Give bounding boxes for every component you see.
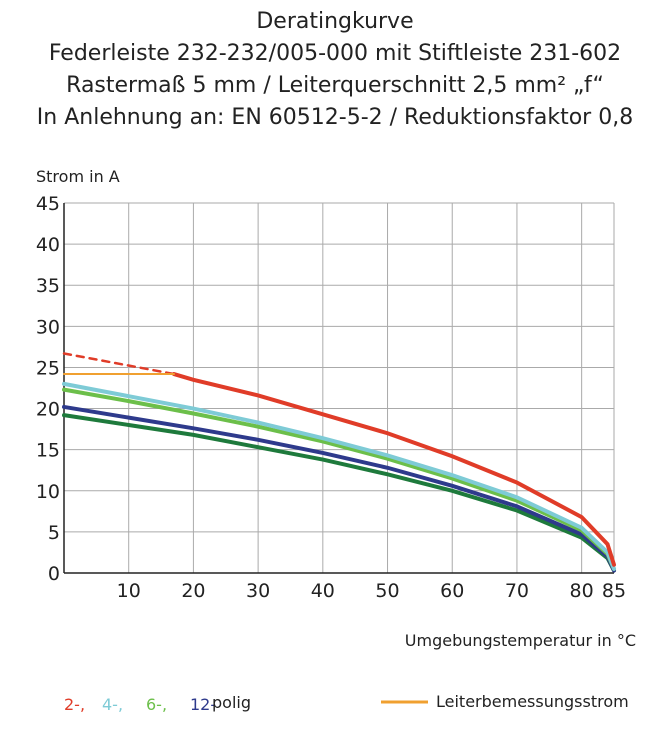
legend-label: 4-, — [102, 695, 123, 714]
chart-title: Federleiste 232-232/005-000 mit Stiftlei… — [49, 41, 621, 66]
series-line — [172, 372, 616, 567]
x-tick-label: 60 — [440, 580, 464, 602]
series-line — [62, 381, 616, 571]
y-tick-label: 20 — [36, 399, 60, 421]
x-tick-label: 50 — [375, 580, 399, 602]
legend-label: 6-, — [146, 695, 167, 714]
x-tick-label: 20 — [181, 580, 205, 602]
x-tick-label: 80 — [570, 580, 594, 602]
y-axis-label: Strom in A — [36, 167, 120, 186]
x-tick-label: 70 — [505, 580, 529, 602]
legend-suffix: polig — [212, 693, 251, 712]
legend-label: 2-, — [64, 695, 85, 714]
legend-label: 12- — [190, 695, 216, 714]
x-tick-label: 40 — [311, 580, 335, 602]
y-tick-label: 0 — [48, 563, 60, 585]
y-tick-label: 30 — [36, 316, 60, 338]
x-tick-label: 30 — [246, 580, 270, 602]
x-axis-label: Umgebungstemperatur in °C — [405, 631, 636, 650]
y-tick-label: 5 — [48, 522, 60, 544]
chart-title: Rastermaß 5 mm / Leiterquerschnitt 2,5 m… — [66, 73, 604, 98]
series-line — [62, 404, 616, 573]
y-tick-label: 35 — [36, 275, 60, 297]
y-tick-label: 45 — [36, 193, 60, 215]
y-tick-label: 25 — [36, 357, 60, 379]
x-tick-label: 85 — [602, 580, 626, 602]
legend-label: Leiterbemessungsstrom — [436, 692, 629, 711]
chart-title: Deratingkurve — [256, 9, 413, 34]
y-tick-label: 15 — [36, 440, 60, 462]
chart-title: In Anlehnung an: EN 60512-5-2 / Reduktio… — [37, 105, 633, 130]
series-line — [62, 413, 616, 573]
y-tick-label: 10 — [36, 481, 60, 503]
series-line — [62, 352, 176, 376]
y-tick-label: 40 — [36, 234, 60, 256]
x-tick-label: 10 — [117, 580, 141, 602]
